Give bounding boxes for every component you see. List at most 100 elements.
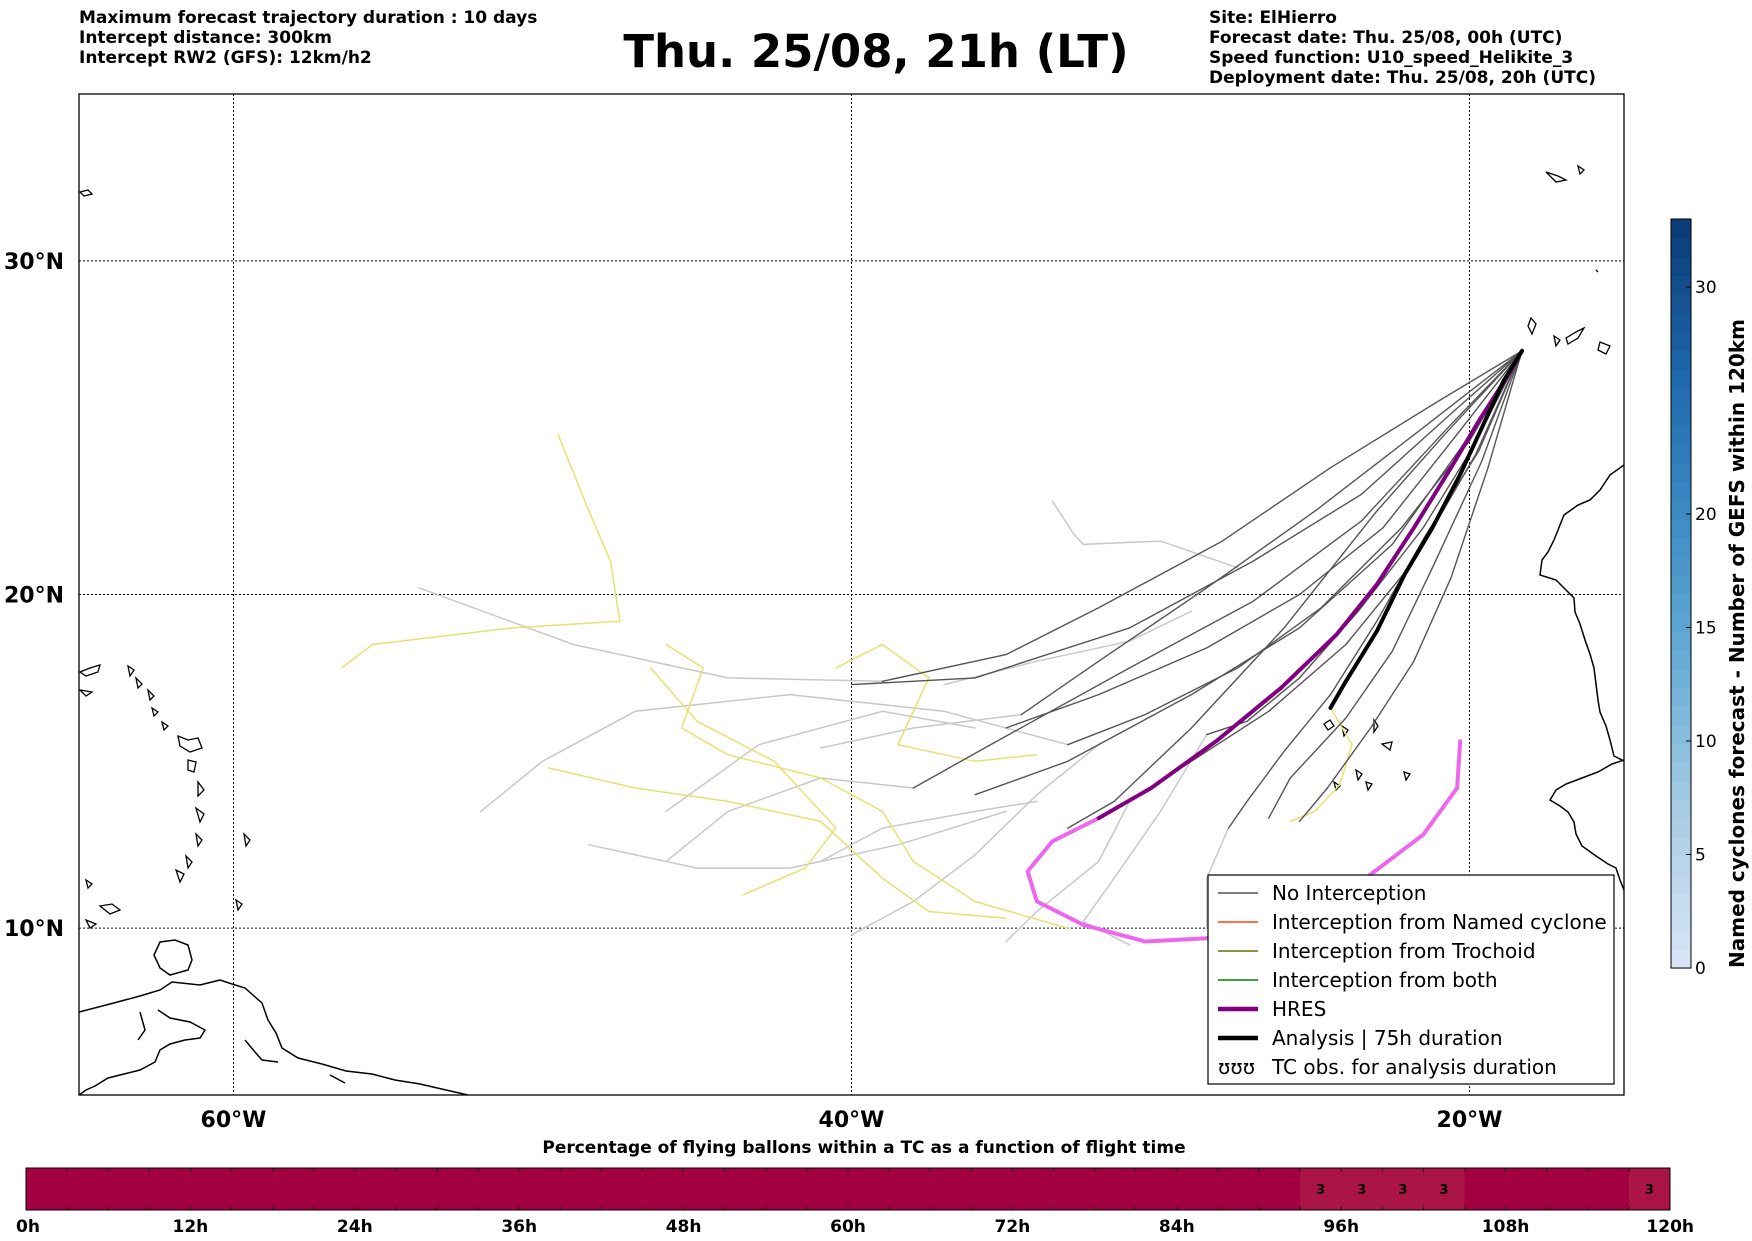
colorbar-segment [1671,275,1691,295]
timebar-title: Percentage of flying ballons within a TC… [542,1138,1185,1158]
timebar-cell-value: 3 [1439,1183,1448,1198]
colorbar-segment [1671,836,1691,857]
trajectories [340,348,1524,946]
trajectory-analysis [1328,348,1524,710]
trajectory-no-interception [1268,350,1523,819]
header-right-line-3: Speed function: U10_speed_Helikite_3 [1209,48,1574,68]
timebar-cell [1382,1168,1424,1210]
colorbar-segment [1671,574,1691,595]
colorbar-segment [1671,668,1691,688]
colorbar-segment [1671,649,1691,670]
trajectory-post-grey [665,777,915,863]
timebar-cell-value: 3 [1398,1183,1407,1198]
coastline-south-land [137,1011,346,1084]
timebar: 3 3 3 3 3 0h 12h 24h 36h 48h 60h 72h 84h 96h 108h 120h [16,1167,1694,1237]
colorbar-segment [1671,612,1691,632]
trajectory-post-grey [479,693,1069,813]
colorbar-segment [1671,237,1691,258]
colorbar-segment [1671,481,1691,501]
timebar-cell [1341,1168,1383,1210]
trajectory-post-grey [819,800,1038,863]
timebar-tick-label: 108h [1482,1217,1530,1237]
colorbar-segment [1671,762,1691,782]
colorbar-segment [1671,687,1691,707]
timebar-tick-label: 24h [337,1217,373,1237]
map-grid [79,94,1624,1095]
coastlines [79,164,1624,1095]
trajectory-post-yellow [340,433,621,669]
header-right: Site: ElHierro Forecast date: Thu. 25/08… [1209,8,1596,88]
legend-box [1207,874,1615,1085]
colorbar-segment [1671,631,1691,651]
legend-label: No Interception [1272,881,1426,905]
colorbar-segment [1671,949,1691,969]
trajectory-no-interception [850,350,1523,686]
header-right-line-2: Forecast date: Thu. 25/08, 00h (UTC) [1209,28,1563,48]
colorbar-segment [1671,556,1691,576]
timebar-tick-label: 36h [501,1217,537,1237]
y-tick-label: 30°N [4,250,64,275]
timebar-cell [1300,1168,1342,1210]
island-group-cape-verde [1323,717,1412,792]
trajectory-no-interception [1298,350,1523,823]
trajectory-no-interception [1020,350,1523,716]
island-group-canary [1527,164,1611,355]
trajectory-hres [1096,348,1524,821]
page-title: Thu. 25/08, 21h (LT) [623,25,1129,78]
colorbar-segment [1671,855,1691,876]
trajectory-no-interception [912,350,1523,789]
legend-label: Interception from both [1272,968,1498,992]
colorbar-segment [1671,930,1691,950]
colorbar-segment [1671,368,1691,389]
trajectory-post-grey [1206,827,1230,929]
colorbar-segment [1671,593,1691,613]
trajectory-post-yellow [835,643,1038,763]
colorbar-tick-label: 15 [1695,619,1717,639]
legend-label: HRES [1272,997,1326,1021]
legend: No Interception Interception from Named c… [1207,874,1615,1085]
header-left-line-3: Intercept RW2 (GFS): 12km/h2 [79,48,372,68]
colorbar-tick-label: 30 [1695,278,1717,298]
header-left-line-1: Maximum forecast trajectory duration : 1… [79,8,538,28]
header-right-line-1: Site: ElHierro [1209,8,1337,28]
colorbar-segment [1671,724,1691,745]
timebar-tick-label: 96h [1323,1217,1359,1237]
colorbar-tick-label: 20 [1695,505,1717,525]
trajectory-no-interception [1067,350,1523,746]
trajectory-post-grey [819,713,1023,749]
trajectory-no-interception [1005,350,1523,729]
legend-label: TC obs. for analysis duration [1271,1055,1557,1079]
timebar-tick-label: 84h [1159,1217,1195,1237]
trajectory-post-yellow [1289,707,1353,823]
colorbar-segment [1671,219,1691,239]
colorbar-segment [1671,799,1691,819]
legend-label: Interception from Named cyclone [1272,910,1607,934]
trajectory-post-grey [1051,500,1239,569]
colorbar-segment [1671,537,1691,557]
y-tick-label: 20°N [4,584,64,609]
coastline-bahamas-edge [79,189,94,197]
coastline-trinidad [153,939,193,976]
coastline-south-america [79,979,469,1095]
trajectory-post-grey [418,587,884,683]
timebar-tick-label: 48h [666,1217,702,1237]
timebar-frame [25,1167,1671,1211]
coastline-west-africa-south [1548,759,1624,891]
colorbar-tick-label: 5 [1695,846,1706,866]
trajectory-post-grey [665,710,976,813]
timebar-cell [1423,1168,1465,1210]
header-left: Maximum forecast trajectory duration : 1… [79,8,537,68]
x-tick-label: 20°W [1437,1108,1503,1133]
trajectory-post-grey [588,810,1007,869]
colorbar-segment [1671,462,1691,482]
trajectory-no-interception [1067,350,1523,829]
colorbar-segment [1671,425,1691,445]
colorbar-segment [1671,911,1691,932]
header-right-line-4: Deployment date: Thu. 25/08, 20h (UTC) [1209,68,1596,88]
trajectory-post-grey [850,743,1100,936]
timebar-cell-value: 3 [1645,1183,1654,1198]
trajectory-post-grey [1005,800,1131,943]
colorbar-segment [1671,780,1691,801]
colorbar-tick-label: 0 [1695,959,1706,979]
